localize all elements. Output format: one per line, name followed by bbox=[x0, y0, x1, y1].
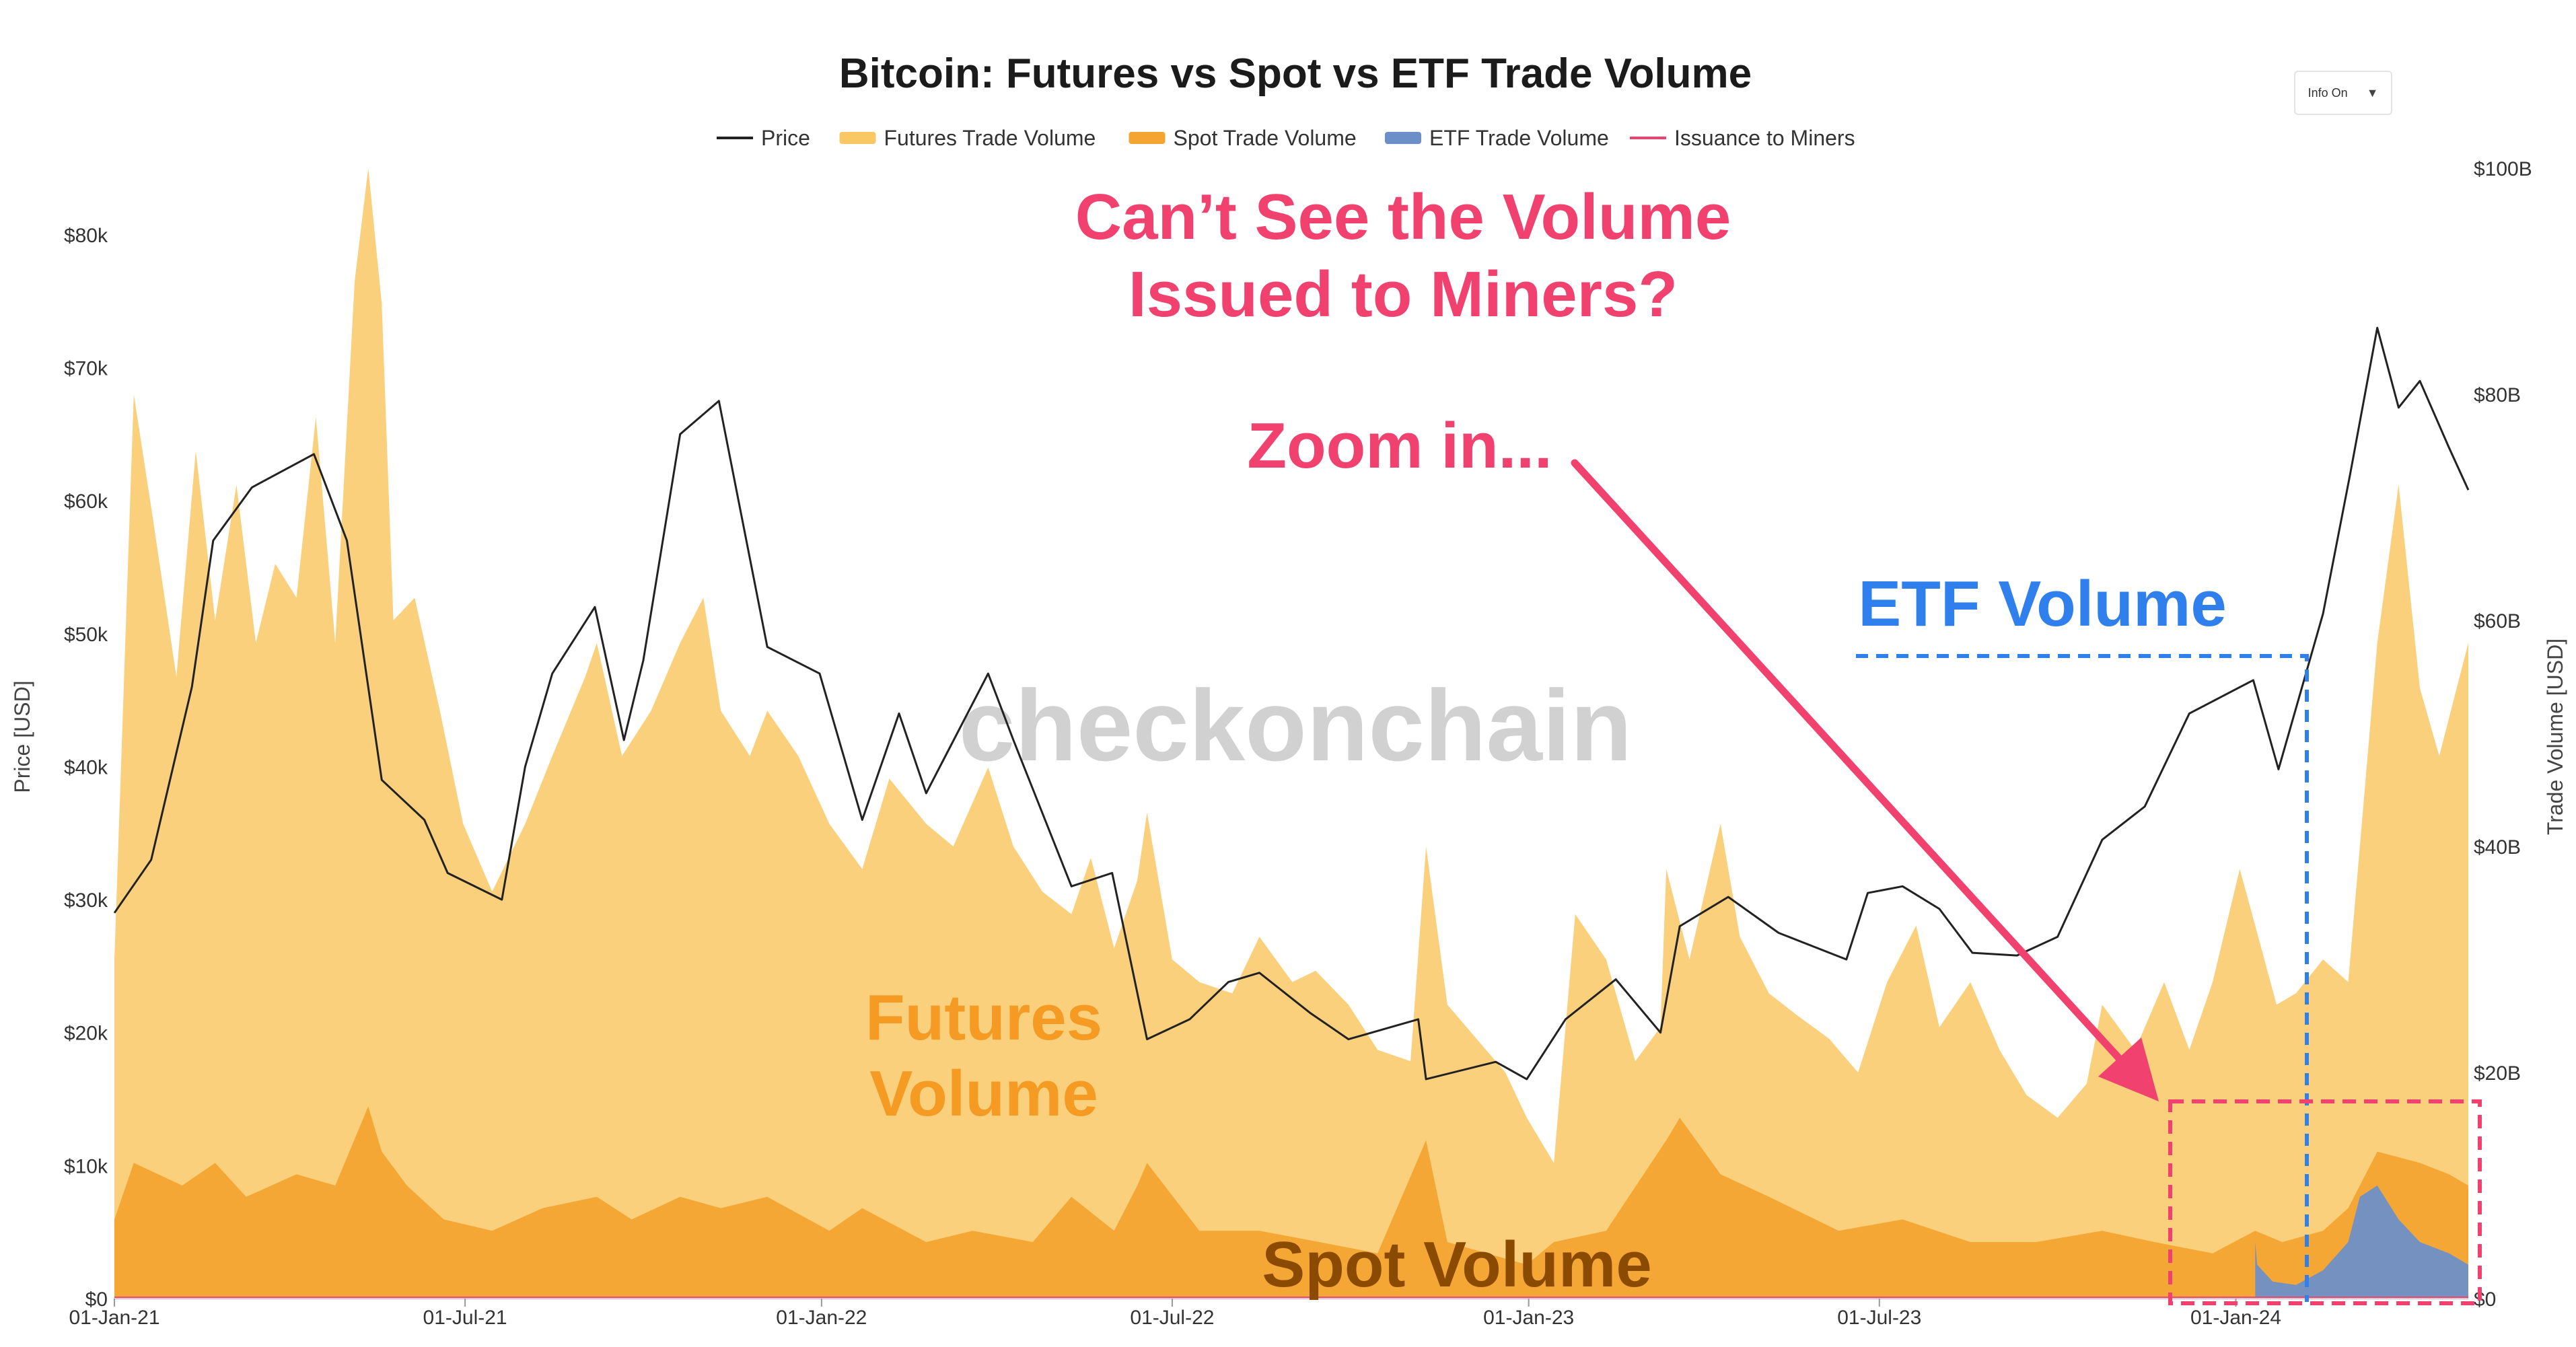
x-tick-label: 01-Jan-21 bbox=[69, 1307, 159, 1329]
futures-volume-area bbox=[114, 168, 2468, 1299]
y-right-tick-label: $0 bbox=[2474, 1288, 2496, 1311]
x-tick-label: 01-Jan-22 bbox=[776, 1307, 867, 1329]
legend-label: Issuance to Miners bbox=[1674, 126, 1855, 150]
spot-volume-area bbox=[114, 1106, 2468, 1299]
chevron-down-icon: ▼ bbox=[2366, 85, 2379, 100]
y-right-tick-label: $80B bbox=[2474, 384, 2521, 406]
left-axis: $0 $10k $20k $30k $40k $50k $60k $70k $80k bbox=[64, 225, 108, 1311]
annotation-headline-2: Issued to Miners? bbox=[1129, 258, 1678, 330]
x-tick-label: 01-Jan-24 bbox=[2190, 1307, 2281, 1329]
etf-volume-area bbox=[2255, 1186, 2468, 1299]
x-axis: 01-Jan-21 01-Jul-21 01-Jan-22 01-Jul-22 01-J… bbox=[69, 1299, 2281, 1329]
legend-item[interactable]: ETF Trade Volume bbox=[1385, 126, 1609, 150]
price-line bbox=[113, 326, 2470, 1081]
x-tick-label: 01-Jul-23 bbox=[1837, 1307, 1921, 1329]
x-tick-label: 01-Jan-23 bbox=[1483, 1307, 1574, 1329]
legend-label: Futures Trade Volume bbox=[884, 126, 1096, 150]
y-left-tick-label: $40k bbox=[64, 756, 108, 778]
y-left-tick-label: $20k bbox=[64, 1023, 108, 1045]
annotation-futures-volume: Volume bbox=[869, 1058, 1098, 1130]
y-right-tick-label: $40B bbox=[2474, 836, 2521, 859]
etf-marker-line bbox=[1856, 654, 2309, 1302]
right-axis: $0 $20B $40B $60B $80B $100B bbox=[2474, 158, 2532, 1311]
arrow-head-icon bbox=[2098, 1037, 2159, 1101]
annotation-overlays bbox=[1571, 459, 2482, 1305]
watermark: checkonchain bbox=[959, 669, 1632, 782]
legend-label: ETF Trade Volume bbox=[1429, 126, 1609, 150]
info-toggle-button[interactable]: Info On ▼ bbox=[2294, 71, 2392, 115]
annotation-headline-1: Can’t See the Volume bbox=[1075, 181, 1731, 253]
legend-item[interactable]: Spot Trade Volume bbox=[1129, 126, 1357, 150]
zoom-box bbox=[2168, 1099, 2482, 1305]
legend-item[interactable]: Issuance to Miners bbox=[1630, 126, 1855, 150]
legend-label: Price bbox=[761, 126, 810, 150]
x-tick-label: 01-Jul-22 bbox=[1130, 1307, 1214, 1329]
y-left-tick-label: $60k bbox=[64, 490, 108, 513]
legend-label: Spot Trade Volume bbox=[1174, 126, 1357, 150]
legend: Price Futures Trade Volume Spot Trade Volu… bbox=[717, 126, 1855, 150]
y-left-tick-label: $80k bbox=[64, 225, 108, 247]
legend-swatch bbox=[1129, 132, 1166, 144]
legend-item[interactable]: Futures Trade Volume bbox=[839, 126, 1096, 150]
y-left-tick-label: $70k bbox=[64, 357, 108, 379]
y-left-tick-label: $30k bbox=[64, 889, 108, 912]
x-tick-label: 01-Jul-21 bbox=[423, 1307, 507, 1329]
y-left-tick-label: $0 bbox=[85, 1288, 108, 1311]
chart-title: Bitcoin: Futures vs Spot vs ETF Trade Vo… bbox=[839, 50, 1752, 97]
y-axis-right-label: Trade Volume [USD] bbox=[2543, 639, 2567, 835]
legend-swatch bbox=[839, 132, 876, 144]
legend-swatch bbox=[1385, 132, 1421, 144]
zoom-arrow bbox=[1571, 459, 2131, 1070]
annotation-zoom: Zoom in... bbox=[1247, 410, 1552, 482]
info-toggle-label: Info On bbox=[2307, 85, 2348, 100]
y-left-tick-label: $50k bbox=[64, 624, 108, 646]
legend-item[interactable]: Price bbox=[717, 126, 810, 150]
annotation-spot: Spot Volume bbox=[1262, 1229, 1652, 1301]
y-right-tick-label: $60B bbox=[2474, 610, 2521, 632]
y-left-tick-label: $10k bbox=[64, 1155, 108, 1177]
y-axis-left-label: Price [USD] bbox=[10, 680, 34, 793]
annotation-futures: Futures bbox=[865, 982, 1102, 1054]
y-right-tick-label: $100B bbox=[2474, 158, 2532, 180]
y-right-tick-label: $20B bbox=[2474, 1062, 2521, 1085]
annotation-etf: ETF Volume bbox=[1858, 568, 2227, 640]
